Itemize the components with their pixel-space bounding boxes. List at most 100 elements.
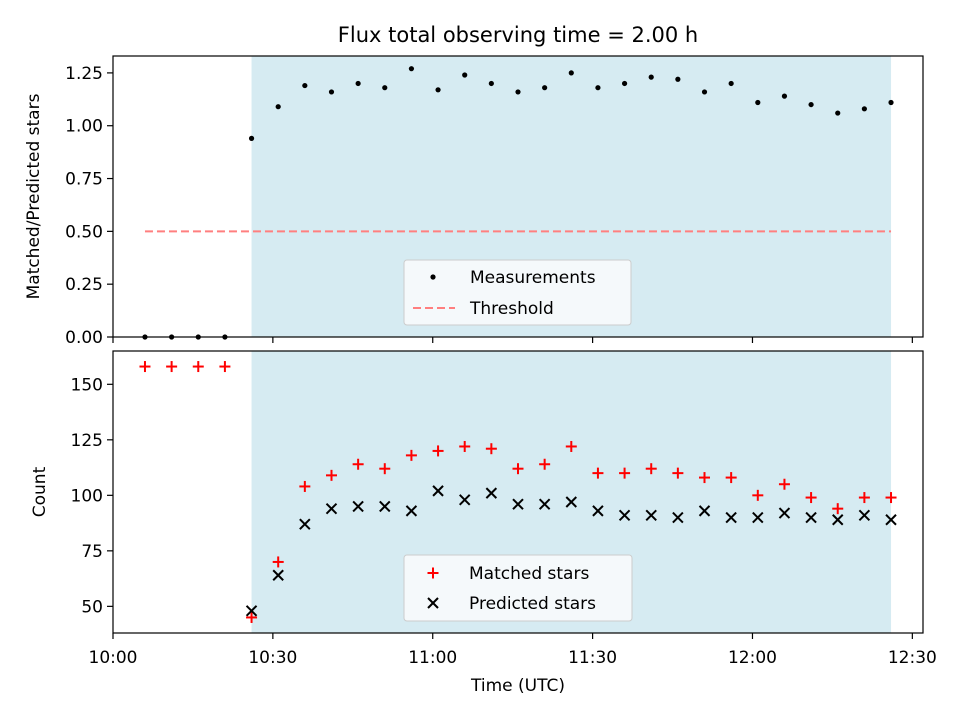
ratio-y-ticks: 0.00 0.25 0.50 0.75 1.00 1.25 bbox=[65, 64, 113, 348]
matched-star-point bbox=[699, 472, 711, 484]
x-axis-label: Time (UTC) bbox=[470, 676, 565, 696]
count-axes-frame bbox=[112, 350, 924, 634]
matched-star-point bbox=[459, 440, 471, 452]
cross-stroke-b bbox=[778, 507, 791, 519]
predicted-star-point bbox=[725, 511, 737, 524]
matched-star-point bbox=[512, 463, 524, 475]
count-y-ticks: 50 75 100 125 150 bbox=[71, 375, 113, 617]
y-tick-label: 50 bbox=[81, 597, 103, 617]
legend-marker-matched-stars bbox=[427, 567, 439, 579]
legend-label-threshold: Threshold bbox=[469, 299, 554, 319]
predicted-star-point bbox=[832, 514, 844, 526]
ratio-panel: 0.00 0.25 0.50 0.75 1.00 1.25 Matched/Predict… bbox=[24, 55, 924, 348]
measurement-point bbox=[302, 82, 308, 89]
predicted-star-point bbox=[645, 509, 657, 522]
measurement-points bbox=[142, 66, 894, 340]
matched-star-point bbox=[619, 467, 631, 479]
measurement-point bbox=[701, 89, 708, 95]
cross-stroke-b bbox=[858, 509, 871, 522]
predicted-star-point bbox=[325, 502, 338, 515]
x-tick-label: 12:30 bbox=[888, 648, 937, 668]
matched-star-point bbox=[832, 503, 844, 515]
matched-star-point bbox=[645, 463, 657, 475]
measurement-point bbox=[248, 135, 255, 141]
matched-star-point bbox=[752, 489, 764, 501]
measurement-point bbox=[808, 101, 814, 108]
predicted-star-point bbox=[405, 505, 418, 517]
legend-plus bbox=[427, 567, 439, 579]
predicted-star-point bbox=[485, 487, 498, 499]
cross-stroke-b bbox=[405, 505, 418, 517]
measurement-point bbox=[648, 74, 654, 80]
cross-stroke-b bbox=[427, 597, 439, 609]
cross-stroke-b bbox=[245, 605, 258, 617]
ratio-axes-frame bbox=[112, 55, 924, 338]
matched-star-point bbox=[858, 492, 870, 504]
y-tick-label: 1.25 bbox=[65, 64, 103, 84]
measurement-point bbox=[382, 85, 388, 91]
cross-stroke-b bbox=[672, 511, 684, 524]
x-tick-label: 10:30 bbox=[248, 648, 297, 668]
measurement-point bbox=[861, 106, 867, 112]
y-tick-label: 0.50 bbox=[65, 222, 103, 242]
cross-stroke-b bbox=[299, 518, 311, 530]
measurement-point bbox=[408, 66, 415, 72]
predicted-star-point bbox=[778, 507, 791, 519]
matched-star-point bbox=[539, 458, 551, 470]
cross-stroke-b bbox=[538, 498, 551, 510]
matched-star-point bbox=[592, 467, 604, 479]
x-tick-label: 11:00 bbox=[408, 648, 457, 668]
matched-star-point bbox=[672, 467, 684, 479]
measurement-point bbox=[595, 85, 601, 91]
matched-star-point bbox=[325, 469, 337, 481]
count-y-axis-label: Count bbox=[30, 466, 50, 517]
count-legend: Matched stars Predicted stars bbox=[403, 554, 633, 622]
predicted-star-point bbox=[752, 511, 764, 524]
measurement-point bbox=[675, 76, 681, 82]
measurement-point bbox=[435, 87, 441, 93]
matched-stars-points bbox=[139, 361, 897, 623]
cross-stroke-b bbox=[618, 509, 631, 522]
cross-stroke-b bbox=[885, 514, 897, 526]
measurement-point bbox=[275, 104, 281, 110]
ratio-y-axis-label: Matched/Predicted stars bbox=[24, 93, 44, 299]
measurement-point bbox=[328, 89, 335, 95]
matched-star-point bbox=[166, 361, 178, 373]
cross-stroke-b bbox=[379, 500, 391, 513]
matched-star-point bbox=[485, 443, 497, 455]
cross-stroke-b bbox=[512, 498, 524, 510]
measurement-point bbox=[781, 93, 788, 99]
measurement-point bbox=[542, 85, 548, 91]
cross-stroke-b bbox=[459, 494, 471, 506]
y-tick-label: 100 bbox=[71, 486, 103, 506]
predicted-star-point bbox=[538, 498, 551, 510]
x-tick-label: 11:30 bbox=[568, 648, 617, 668]
predicted-star-point bbox=[565, 496, 577, 508]
cross-stroke-b bbox=[645, 509, 657, 522]
chart-title: Flux total observing time = 2.00 h bbox=[338, 23, 698, 47]
matched-star-point bbox=[725, 472, 737, 484]
cross-stroke-b bbox=[832, 514, 844, 526]
cross-stroke-b bbox=[432, 485, 444, 497]
predicted-star-point bbox=[512, 498, 524, 510]
matched-star-point bbox=[885, 492, 897, 504]
predicted-star-point bbox=[805, 511, 817, 524]
cross-stroke-b bbox=[725, 511, 737, 524]
legend-marker-measurements bbox=[430, 274, 436, 280]
legend-label-measurements: Measurements bbox=[470, 268, 596, 288]
matched-star-point bbox=[565, 440, 577, 452]
measurement-point bbox=[621, 80, 628, 87]
y-tick-label: 0.25 bbox=[65, 275, 103, 295]
predicted-star-point bbox=[698, 505, 711, 517]
predicted-star-point bbox=[299, 518, 311, 530]
predicted-star-point bbox=[352, 500, 364, 513]
count-legend-box bbox=[403, 554, 633, 622]
cross-stroke-b bbox=[805, 511, 817, 524]
predicted-star-point bbox=[459, 494, 471, 506]
ratio-legend-box bbox=[403, 259, 632, 326]
legend-cross bbox=[427, 597, 439, 609]
y-tick-label: 75 bbox=[81, 542, 103, 562]
y-tick-label: 150 bbox=[71, 375, 103, 395]
